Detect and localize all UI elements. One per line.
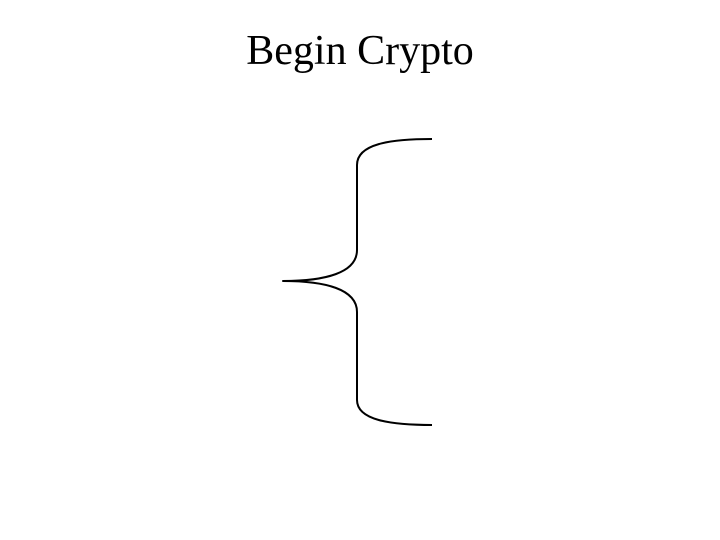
slide-title: Begin Crypto — [246, 28, 474, 74]
curly-brace-path — [282, 138, 433, 426]
